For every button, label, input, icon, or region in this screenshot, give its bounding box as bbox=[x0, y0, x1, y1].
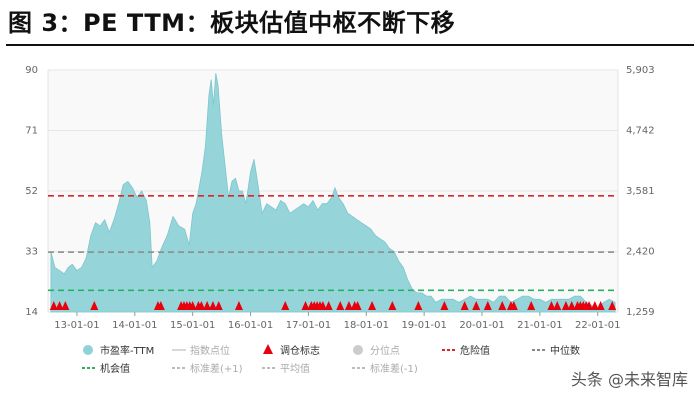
watermark: 头条 @未来智库 bbox=[570, 370, 688, 389]
rebalance-marker bbox=[596, 301, 605, 310]
x-tick-label: 19-01-01 bbox=[401, 320, 446, 331]
rebalance-marker bbox=[585, 301, 594, 310]
legend-item: 市盈率-TTM bbox=[83, 344, 154, 357]
rebalance-marker bbox=[156, 301, 165, 310]
rebalance-marker bbox=[301, 301, 310, 310]
rebalance-marker bbox=[336, 301, 345, 310]
rebalance-marker bbox=[414, 301, 423, 310]
rebalance-marker bbox=[324, 301, 333, 310]
y-right-tick-label: 2,420 bbox=[626, 247, 655, 258]
y-right-tick-label: 3,581 bbox=[626, 186, 655, 197]
x-tick-label: 13-01-01 bbox=[54, 320, 99, 331]
legend-label: 平均值 bbox=[280, 362, 310, 375]
y-left-tick-label: 14 bbox=[25, 307, 38, 318]
legend-item: 指数点位 bbox=[172, 344, 230, 357]
y-left-tick-label: 33 bbox=[25, 247, 38, 258]
rebalance-marker bbox=[318, 301, 327, 310]
legend-swatch-dot bbox=[83, 345, 93, 355]
legend-label: 指数点位 bbox=[190, 344, 230, 357]
legend-item: 分位点 bbox=[353, 344, 400, 357]
rebalance-marker bbox=[527, 301, 536, 310]
title-underline bbox=[6, 44, 694, 46]
rebalance-marker bbox=[203, 301, 212, 310]
legend-swatch-triangle bbox=[263, 344, 273, 354]
legend-label: 机会值 bbox=[100, 362, 130, 375]
legend-label: 分位点 bbox=[370, 344, 400, 357]
x-tick-label: 15-01-01 bbox=[170, 320, 215, 331]
y-left-tick-label: 90 bbox=[25, 65, 38, 76]
rebalance-marker bbox=[188, 301, 197, 310]
legend-label: 市盈率-TTM bbox=[100, 344, 154, 357]
legend-item: 平均值 bbox=[262, 362, 310, 375]
rebalance-marker bbox=[388, 301, 397, 310]
rebalance-marker bbox=[498, 301, 507, 310]
rebalance-marker bbox=[61, 301, 70, 310]
x-tick-label: 21-01-01 bbox=[517, 320, 562, 331]
rebalance-marker bbox=[567, 301, 576, 310]
legend-label: 危险值 bbox=[460, 344, 490, 357]
x-tick-label: 22-01-01 bbox=[575, 320, 620, 331]
rebalance-marker bbox=[234, 301, 243, 310]
rebalance-marker bbox=[547, 301, 556, 310]
x-tick-label: 18-01-01 bbox=[344, 320, 389, 331]
rebalance-marker bbox=[49, 301, 58, 310]
rebalance-marker bbox=[472, 301, 481, 310]
legend-item: 标准差(+1) bbox=[172, 362, 243, 375]
rebalance-marker bbox=[608, 301, 617, 310]
figure-title: 图 3：PE TTM：板块估值中枢不断下移 bbox=[8, 9, 456, 37]
rebalance-marker bbox=[281, 301, 290, 310]
rebalance-marker bbox=[509, 301, 518, 310]
legend-item: 机会值 bbox=[82, 362, 130, 375]
legend-item: 中位数 bbox=[532, 344, 580, 357]
legend-item: 标准差(-1) bbox=[352, 362, 418, 375]
rebalance-marker bbox=[368, 301, 377, 310]
y-left-tick-label: 71 bbox=[25, 126, 38, 137]
legend-label: 标准差(+1) bbox=[190, 362, 243, 375]
legend-label: 调仓标志 bbox=[280, 344, 320, 357]
rebalance-marker bbox=[561, 301, 570, 310]
legend-label: 标准差(-1) bbox=[370, 362, 418, 375]
rebalance-marker bbox=[440, 301, 449, 310]
rebalance-marker bbox=[590, 301, 599, 310]
rebalance-marker bbox=[90, 301, 99, 310]
rebalance-marker bbox=[55, 301, 64, 310]
y-right-tick-label: 5,903 bbox=[626, 65, 655, 76]
y-left-tick-label: 52 bbox=[25, 186, 38, 197]
rebalance-marker bbox=[214, 301, 223, 310]
legend-swatch-dot bbox=[353, 345, 363, 355]
legend-item: 调仓标志 bbox=[263, 344, 320, 357]
rebalance-marker bbox=[460, 301, 469, 310]
legend-label: 中位数 bbox=[550, 344, 580, 357]
legend-item: 危险值 bbox=[442, 344, 490, 357]
x-tick-label: 16-01-01 bbox=[228, 320, 273, 331]
rebalance-marker bbox=[197, 301, 206, 310]
x-tick-label: 14-01-01 bbox=[112, 320, 157, 331]
x-tick-label: 17-01-01 bbox=[286, 320, 331, 331]
rebalance-marker bbox=[553, 301, 562, 310]
rebalance-marker bbox=[208, 301, 217, 310]
rebalance-marker bbox=[483, 301, 492, 310]
x-tick-label: 20-01-01 bbox=[459, 320, 504, 331]
rebalance-marker bbox=[344, 301, 353, 310]
y-right-tick-label: 1,259 bbox=[626, 307, 655, 318]
rebalance-marker bbox=[353, 301, 362, 310]
y-right-tick-label: 4,742 bbox=[626, 126, 655, 137]
